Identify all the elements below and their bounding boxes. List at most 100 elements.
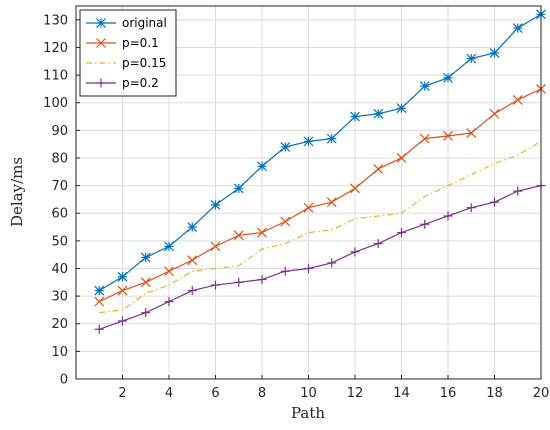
y-tick-label: 120 [43, 41, 68, 56]
series-line [98, 88, 542, 303]
y-tick-label: 20 [51, 317, 68, 332]
x-tick-label: 8 [258, 386, 266, 401]
data-point [466, 53, 477, 64]
data-point [164, 297, 174, 307]
data-point [489, 108, 500, 119]
data-point [326, 133, 337, 144]
data-point [326, 197, 337, 208]
data-point [210, 241, 221, 252]
x-tick-label: 10 [300, 386, 317, 401]
legend-item: p=0.1 [86, 36, 159, 50]
data-point [140, 252, 151, 263]
data-point [443, 72, 453, 83]
y-tick-label: 130 [43, 13, 68, 28]
data-point [327, 258, 337, 268]
data-point [303, 136, 314, 147]
y-tick-label: 40 [51, 262, 68, 277]
y-tick-label: 30 [51, 290, 68, 305]
data-point [234, 277, 244, 287]
data-point [350, 111, 360, 122]
data-point [117, 285, 128, 296]
legend-label: p=0.15 [122, 56, 166, 70]
data-point [141, 308, 151, 318]
data-point [187, 286, 197, 296]
y-tick-label: 100 [43, 96, 68, 111]
data-point [490, 197, 499, 207]
data-point [304, 263, 313, 273]
x-tick-label: 16 [440, 386, 457, 401]
data-point [397, 228, 406, 238]
legend-item: p=0.2 [86, 76, 159, 90]
data-point [419, 133, 430, 144]
data-point [350, 183, 360, 194]
series-p=0.15 [99, 140, 542, 314]
legend-item: original [86, 16, 167, 30]
data-point [303, 202, 314, 213]
y-tick-label: 0 [60, 373, 68, 388]
data-point [94, 296, 105, 307]
data-point [187, 222, 198, 232]
data-point [396, 153, 407, 163]
data-point [420, 219, 430, 229]
y-tick-label: 90 [51, 124, 68, 139]
legend-item: p=0.15 [86, 56, 166, 70]
y-axis-title: Delay/ms [8, 157, 26, 227]
legend-box [79, 9, 177, 97]
data-point [94, 285, 105, 296]
data-point [280, 216, 291, 227]
data-point [443, 130, 453, 141]
series-p=0.2 [94, 181, 546, 334]
y-axis-ticks: 0 10 20 30 40 50 60 70 80 90 100 110 120 130 [43, 13, 80, 388]
legend-label: p=0.1 [122, 36, 159, 50]
data-point [211, 280, 220, 290]
data-point [140, 277, 151, 288]
series-original [94, 9, 546, 296]
data-point [373, 164, 384, 174]
legend-marker [96, 38, 106, 48]
data-point [210, 200, 221, 210]
data-point [117, 271, 128, 282]
data-point [164, 241, 174, 252]
y-tick-label: 10 [51, 345, 68, 360]
data-point [513, 186, 523, 196]
data-point [396, 103, 407, 114]
data-point [233, 230, 244, 241]
data-point [489, 48, 500, 58]
data-point [257, 161, 267, 172]
data-point [443, 211, 453, 221]
data-point [187, 255, 198, 266]
y-tick-label: 80 [51, 151, 68, 166]
legend-label: original [122, 16, 167, 30]
data-point [280, 141, 291, 152]
data-point [512, 23, 523, 34]
x-tick-label: 18 [486, 386, 503, 401]
y-tick-label: 50 [51, 234, 68, 249]
data-point [373, 108, 384, 119]
data-point [466, 203, 476, 213]
data-point [373, 239, 383, 249]
series-line [99, 140, 542, 314]
x-tick-label: 4 [165, 386, 173, 401]
data-point [94, 324, 104, 334]
legend-label: p=0.2 [122, 76, 159, 90]
x-tick-label: 20 [533, 386, 550, 401]
y-tick-label: 70 [51, 179, 68, 194]
data-point [233, 183, 244, 194]
data-point [466, 128, 477, 139]
legend-marker [96, 78, 106, 88]
x-tick-label: 6 [211, 386, 219, 401]
data-point [512, 95, 523, 105]
y-tick-label: 110 [43, 69, 68, 84]
x-axis-title: Path [291, 404, 325, 422]
data-point [164, 266, 174, 277]
data-point [257, 227, 267, 238]
series-line [99, 185, 542, 330]
x-tick-label: 12 [347, 386, 364, 401]
legend: original p=0.1 p=0.15 p=0.2 [79, 9, 177, 97]
y-tick-label: 60 [51, 207, 68, 222]
x-tick-label: 14 [393, 386, 410, 401]
data-point [419, 81, 430, 92]
data-point [350, 247, 360, 257]
data-point [118, 316, 127, 326]
